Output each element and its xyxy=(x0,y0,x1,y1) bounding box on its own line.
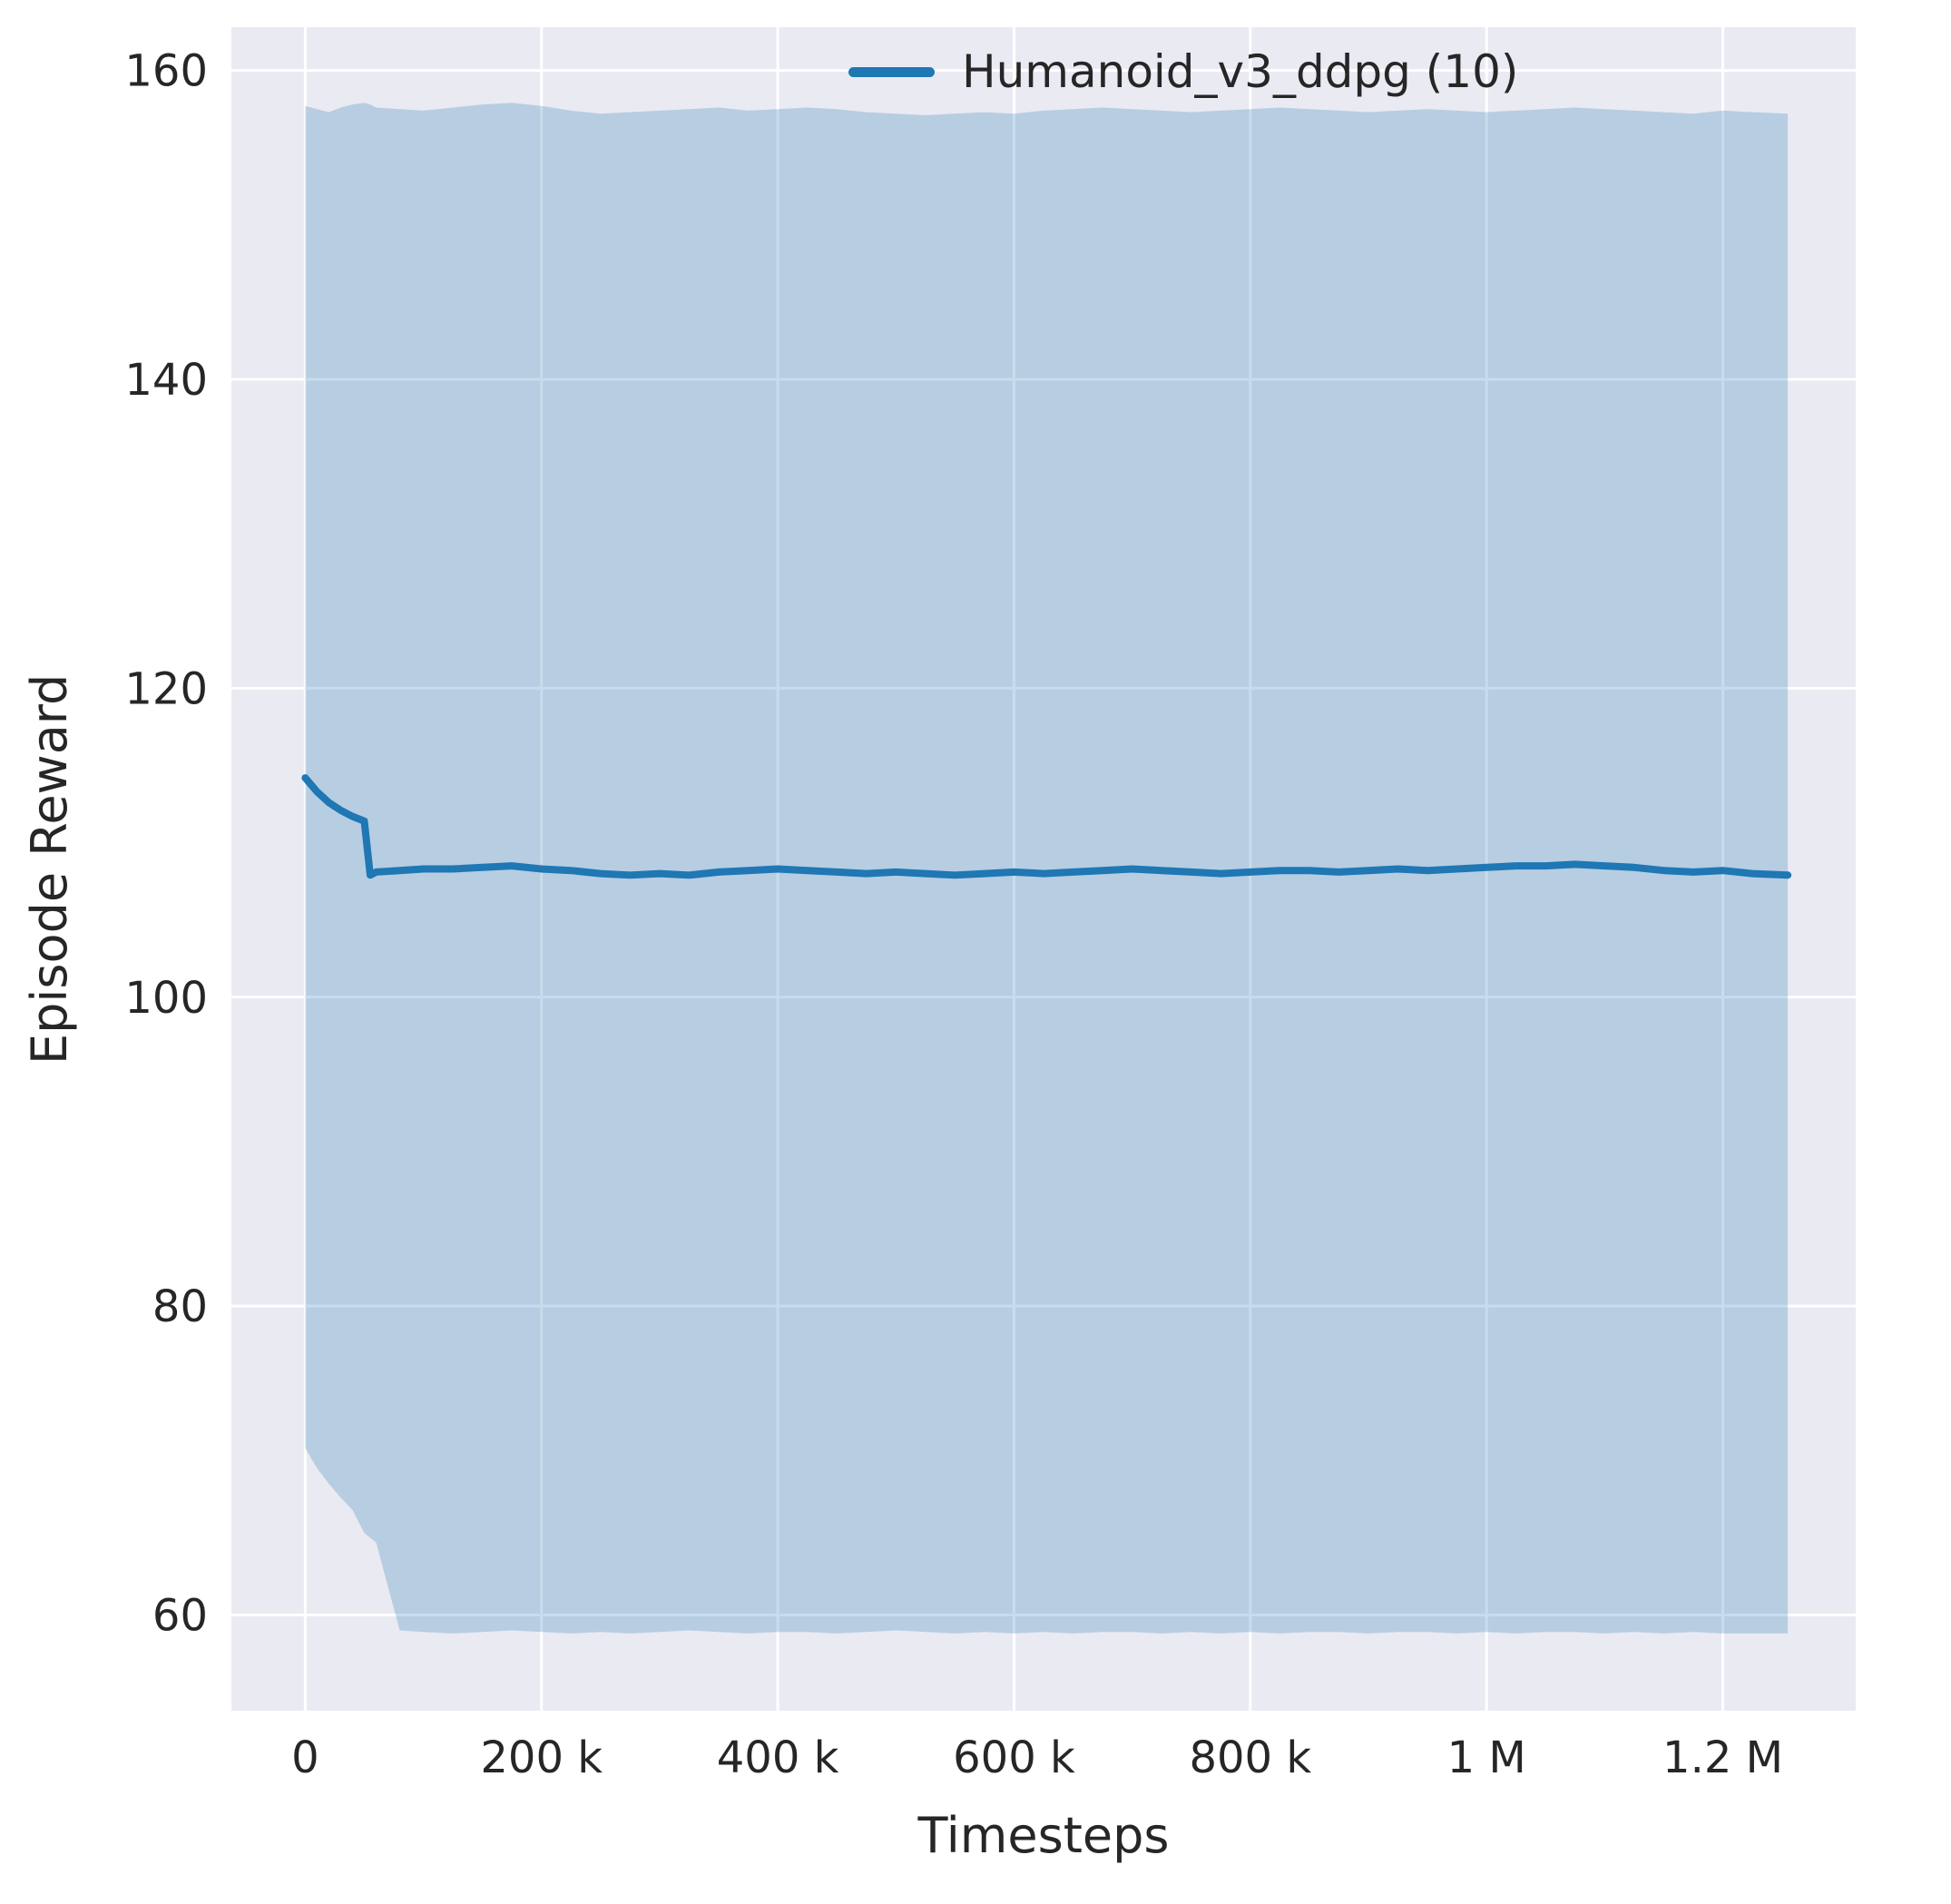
confidence-band xyxy=(305,103,1789,1634)
y-tick-label: 120 xyxy=(124,663,208,714)
x-tick-label: 800 k xyxy=(1189,1732,1311,1783)
legend-line-swatch xyxy=(848,66,935,77)
x-tick-label: 200 k xyxy=(480,1732,603,1783)
y-tick-label: 80 xyxy=(152,1281,208,1332)
mean-line xyxy=(301,774,1792,879)
x-tick-label: 0 xyxy=(291,1732,319,1783)
y-tick-label: 160 xyxy=(124,46,208,97)
y-tick-label: 60 xyxy=(152,1590,208,1641)
x-tick-label: 1.2 M xyxy=(1662,1732,1783,1783)
y-tick-label: 140 xyxy=(124,355,208,406)
y-tick-label: 100 xyxy=(124,973,208,1024)
legend: Humanoid_v3_ddpg (10) xyxy=(848,45,1518,98)
x-tick-label: 1 M xyxy=(1447,1732,1526,1783)
legend-label: Humanoid_v3_ddpg (10) xyxy=(962,45,1519,98)
x-tick-label: 600 k xyxy=(953,1732,1075,1783)
x-tick-label: 400 k xyxy=(717,1732,839,1783)
